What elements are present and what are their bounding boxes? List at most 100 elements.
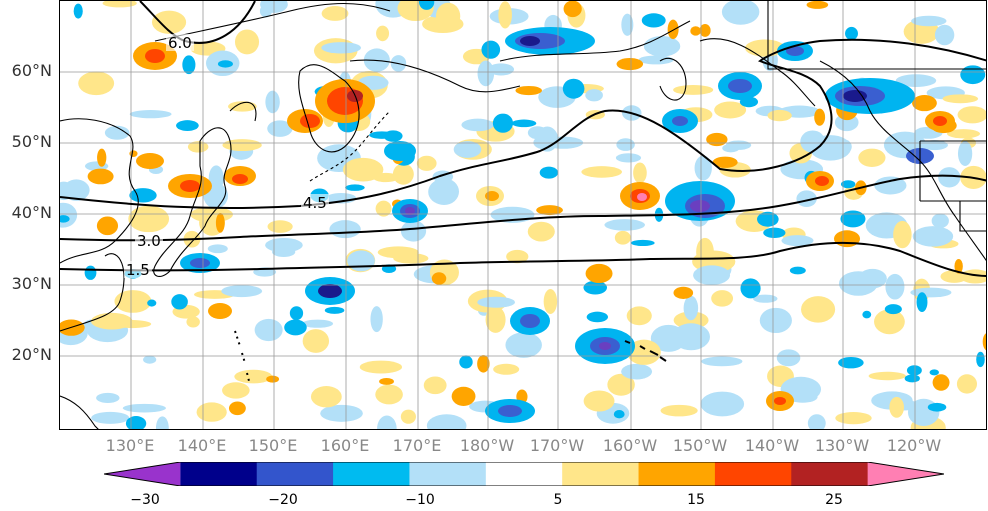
warm-anomaly-patch	[543, 288, 558, 314]
cool-anomaly-patch	[562, 78, 585, 99]
warm-anomaly-patch	[527, 221, 555, 242]
cool-anomaly-patch	[912, 226, 954, 247]
latitude-label: 50°N	[11, 132, 52, 151]
cool-anomaly-patch	[693, 265, 731, 285]
longitude-label: 140°E	[177, 436, 227, 455]
contour-labels: 6.0 4.5 3.0 1.5	[124, 34, 329, 279]
cool-anomaly-patch	[369, 131, 395, 139]
colorbar-segment	[180, 462, 258, 486]
warm-anomaly-patch	[706, 132, 728, 147]
cool-anomaly-patch	[796, 190, 817, 208]
colorbar	[104, 462, 944, 486]
cool-anomaly-patch	[583, 280, 607, 295]
warm-anomaly-patch	[96, 216, 119, 236]
cool-anomaly-patch	[155, 416, 169, 429]
colorbar-tick-label: −30	[130, 492, 160, 508]
cool-anomaly-patch	[329, 220, 361, 239]
warm-anomaly-patch	[957, 106, 986, 124]
cool-anomaly-patch	[321, 42, 362, 54]
cool-anomaly-patch	[845, 26, 858, 41]
warm-anomaly-patch	[234, 369, 273, 384]
cool-anomaly-patch	[400, 220, 427, 242]
cool-anomaly-patch	[207, 244, 228, 254]
cool-anomaly-patch	[60, 215, 70, 223]
warm-anomaly-patch	[375, 200, 392, 217]
warm-anomaly-patch	[711, 290, 734, 307]
anomaly-feature	[672, 116, 688, 126]
cool-anomaly-patch	[104, 125, 130, 140]
anomaly-feature	[520, 36, 540, 46]
warm-anomaly-patch	[321, 6, 349, 21]
warm-anomaly-patch	[690, 26, 701, 36]
warm-anomaly-patch	[667, 19, 679, 40]
coastlines	[60, 1, 986, 429]
latitude-label: 20°N	[11, 345, 52, 364]
cool-anomaly-patch	[459, 355, 473, 369]
longitude-label: 150°W	[672, 436, 728, 455]
warm-anomaly-patch	[835, 412, 872, 425]
anomaly-feature	[190, 258, 210, 268]
warm-anomaly-patch	[377, 246, 419, 259]
warm-anomaly-patch	[267, 220, 293, 233]
cool-anomaly-patch	[96, 392, 120, 404]
warm-anomaly-patch	[660, 404, 698, 417]
latitude-label: 30°N	[11, 274, 52, 293]
warm-anomaly-patch	[128, 205, 170, 233]
colorbar-tick-label: −10	[405, 492, 435, 508]
colorbar-segment	[714, 462, 792, 486]
contour-label: 1.5	[126, 261, 150, 279]
cool-anomaly-patch	[721, 1, 760, 25]
cool-anomaly-patch	[916, 292, 928, 312]
warm-anomaly-patch	[186, 316, 200, 328]
contour-label-bg	[124, 261, 152, 278]
cool-anomaly-patch	[91, 411, 130, 424]
cool-anomaly-patch	[838, 271, 878, 296]
cool-anomaly-patch	[840, 210, 866, 228]
cool-anomaly-patch	[129, 110, 172, 119]
warm-anomaly-patch	[946, 129, 981, 139]
anomaly-feature	[815, 176, 829, 186]
warm-anomaly-patch	[614, 230, 631, 245]
anomaly-feature	[318, 284, 342, 298]
warm-anomaly-patch	[416, 155, 437, 171]
warm-anomaly-patch	[699, 24, 711, 37]
cool-anomaly-patch	[838, 356, 864, 369]
colorbar-segment	[409, 462, 487, 486]
cool-anomaly-patch	[638, 55, 674, 65]
anomaly-feature	[405, 207, 415, 215]
cool-anomaly-patch	[763, 227, 786, 238]
anomaly-feature	[208, 303, 232, 319]
cool-anomaly-patch	[324, 306, 345, 314]
cool-anomaly-patch	[725, 140, 752, 150]
cool-anomaly-patch	[615, 153, 642, 163]
cool-anomaly-patch	[586, 311, 609, 323]
cool-anomaly-patch	[182, 55, 196, 75]
cool-anomaly-patch	[488, 63, 515, 76]
cool-anomaly-patch	[613, 410, 625, 419]
cool-anomaly-patch	[906, 365, 922, 376]
anomaly-feature	[933, 116, 947, 126]
colorbar-tick-label: 25	[825, 492, 843, 508]
cool-anomaly-patch	[776, 349, 801, 367]
longitude-label: 180°W	[459, 436, 515, 455]
warm-anomaly-patch	[477, 355, 490, 373]
contour-label-bg	[301, 194, 329, 211]
longitude-label: 170°W	[529, 436, 585, 455]
cool-anomaly-patch	[630, 239, 655, 247]
warm-anomaly-patch	[954, 259, 963, 274]
longitude-label: 170°E	[392, 436, 442, 455]
warm-anomaly-patch	[956, 374, 978, 394]
colorbar-segment	[256, 462, 334, 486]
warm-anomaly-patch	[342, 157, 384, 182]
warm-anomaly-patch	[423, 376, 447, 395]
warm-anomaly-patch	[607, 373, 635, 396]
anomaly-feature	[599, 342, 611, 350]
contour-label: 3.0	[137, 232, 161, 250]
anomaly-feature	[232, 174, 248, 184]
contour-label-bg	[166, 34, 194, 51]
warm-anomaly-patch	[196, 402, 227, 422]
cool-anomaly-patch	[453, 141, 482, 158]
anomaly-feature	[384, 141, 416, 161]
cool-anomaly-patch	[836, 139, 852, 154]
cool-anomaly-patch	[284, 319, 307, 336]
